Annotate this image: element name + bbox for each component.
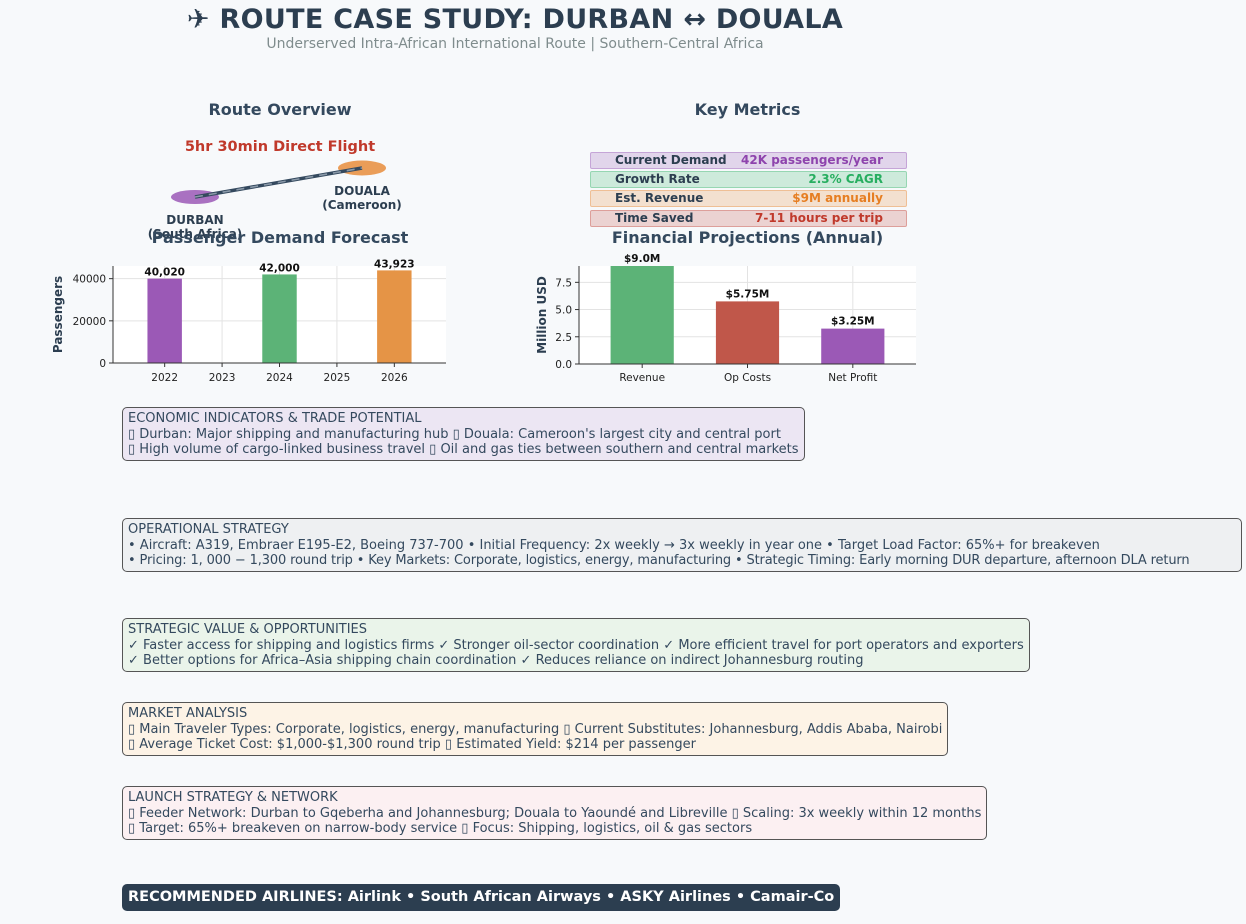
x-tick-label: Op Costs: [724, 372, 771, 384]
metric-label: Time Saved: [615, 211, 694, 225]
market-analysis-box: MARKET ANALYSIS ▯ Main Traveler Types: C…: [122, 702, 949, 756]
box-title: LAUNCH STRATEGY & NETWORK: [128, 790, 338, 805]
y-axis-label: Passengers: [51, 276, 65, 353]
box-line: ✓ Better options for Africa–Asia shippin…: [128, 653, 864, 668]
route-overview-title: Route Overview: [208, 100, 352, 119]
flight-time-label: 5hr 30min Direct Flight: [184, 139, 376, 155]
passenger-chart-title: Passenger Demand Forecast: [151, 228, 409, 247]
recommended-airlines-banner: RECOMMENDED AIRLINES: Airlink • South Af…: [122, 884, 841, 911]
y-axis-label: Million USD: [535, 276, 549, 354]
durban-city: DURBAN: [166, 213, 224, 227]
x-tick-label: 2022: [151, 372, 178, 384]
bar-op-costs: [715, 301, 780, 364]
metric-row-demand: Current Demand 42K passengers/year: [590, 152, 907, 169]
financial-projections-chart: $9.0M $5.75M $3.25M 0.0 2.5 5.0 7.5 Revenue Op C…: [535, 253, 916, 384]
box-title: MARKET ANALYSIS: [128, 706, 248, 721]
strategic-value-box: STRATEGIC VALUE & OPPORTUNITIES ✓ Faster…: [122, 618, 1030, 672]
douala-country: (Cameroon): [322, 198, 402, 212]
bar-value-label: $9.0M: [624, 253, 660, 265]
metric-row-growth: Growth Rate 2.3% CAGR: [590, 171, 907, 188]
box-title: ECONOMIC INDICATORS & TRADE POTENTIAL: [128, 411, 422, 426]
box-line: ▯ Feeder Network: Durban to Gqeberha and…: [128, 805, 982, 821]
box-line: ▯ High volume of cargo-linked business t…: [128, 442, 799, 457]
x-tick-label: 2025: [324, 372, 351, 384]
bar-value-label: $5.75M: [726, 288, 770, 300]
route-line-dash: [194, 167, 363, 198]
x-tick-label: 2023: [209, 372, 236, 384]
metric-value: 2.3% CAGR: [808, 172, 883, 186]
launch-strategy-box: LAUNCH STRATEGY & NETWORK ▯ Feeder Netwo…: [122, 786, 988, 840]
passenger-demand-chart: 40,020 42,000 43,923 0 20000 40000 2022 2023 202…: [51, 258, 446, 384]
box-title: OPERATIONAL STRATEGY: [128, 522, 289, 537]
y-tick-label: 0: [99, 358, 106, 370]
box-line: ▯ Target: 65%+ breakeven on narrow-body …: [128, 821, 753, 836]
metric-label: Est. Revenue: [615, 191, 704, 205]
x-tick-label: Revenue: [619, 372, 665, 384]
box-line: ▯ Durban: Major shipping and manufacturi…: [128, 426, 781, 442]
douala-label: DOUALA (Cameroon): [322, 184, 402, 212]
douala-city: DOUALA: [334, 184, 390, 198]
bar-net-profit: [821, 328, 885, 364]
bar-value-label: 40,020: [144, 267, 185, 279]
box-line: • Aircraft: A319, Embraer E195-E2, Boein…: [128, 537, 1100, 553]
route-map: [171, 160, 386, 204]
box-title: STRATEGIC VALUE & OPPORTUNITIES: [128, 622, 368, 637]
metric-row-revenue: Est. Revenue $9M annually: [590, 190, 907, 207]
page-title: ✈ ROUTE CASE STUDY: DURBAN ↔ DOUALA: [186, 4, 844, 35]
x-tick-label: Net Profit: [828, 372, 877, 384]
bar-2024: [262, 274, 297, 363]
bar-value-label: 42,000: [259, 262, 300, 274]
durban-label: DURBAN (South Africa): [140, 213, 250, 241]
bar-value-label: $3.25M: [831, 316, 875, 328]
operational-strategy-box: OPERATIONAL STRATEGY • Aircraft: A319, E…: [122, 518, 1242, 572]
economic-indicators-box: ECONOMIC INDICATORS & TRADE POTENTIAL ▯ …: [122, 407, 805, 461]
y-tick-label: 7.5: [555, 277, 572, 289]
metric-label: Growth Rate: [615, 172, 700, 186]
page-subtitle: Underserved Intra-African International …: [266, 36, 764, 52]
bar-2022: [147, 278, 182, 363]
y-tick-label: 0.0: [555, 359, 572, 371]
bar-value-label: 43,923: [374, 258, 415, 270]
box-line: ✓ Faster access for shipping and logisti…: [128, 637, 1024, 653]
metric-label: Current Demand: [615, 153, 727, 167]
key-metrics-title: Key Metrics: [694, 100, 801, 119]
durban-country: (South Africa): [147, 227, 243, 241]
bar-revenue: [610, 266, 674, 364]
metric-value: $9M annually: [792, 191, 883, 205]
box-line: • Pricing: 1, 000 − 1,300 round trip • K…: [128, 553, 1190, 568]
financial-chart-title: Financial Projections (Annual): [611, 228, 884, 247]
y-tick-label: 40000: [73, 274, 106, 286]
y-tick-label: 5.0: [555, 305, 572, 317]
metric-value: 7-11 hours per trip: [755, 211, 883, 225]
y-tick-label: 20000: [73, 316, 106, 328]
x-tick-label: 2024: [266, 372, 293, 384]
box-line: ▯ Average Ticket Cost: $1,000-$1,300 rou…: [128, 737, 697, 752]
y-tick-label: 2.5: [555, 332, 572, 344]
metric-value: 42K passengers/year: [741, 153, 883, 167]
bar-2026: [377, 270, 412, 363]
x-tick-label: 2026: [381, 372, 408, 384]
box-line: ▯ Main Traveler Types: Corporate, logist…: [128, 721, 943, 737]
metric-row-time-saved: Time Saved 7-11 hours per trip: [590, 210, 907, 227]
